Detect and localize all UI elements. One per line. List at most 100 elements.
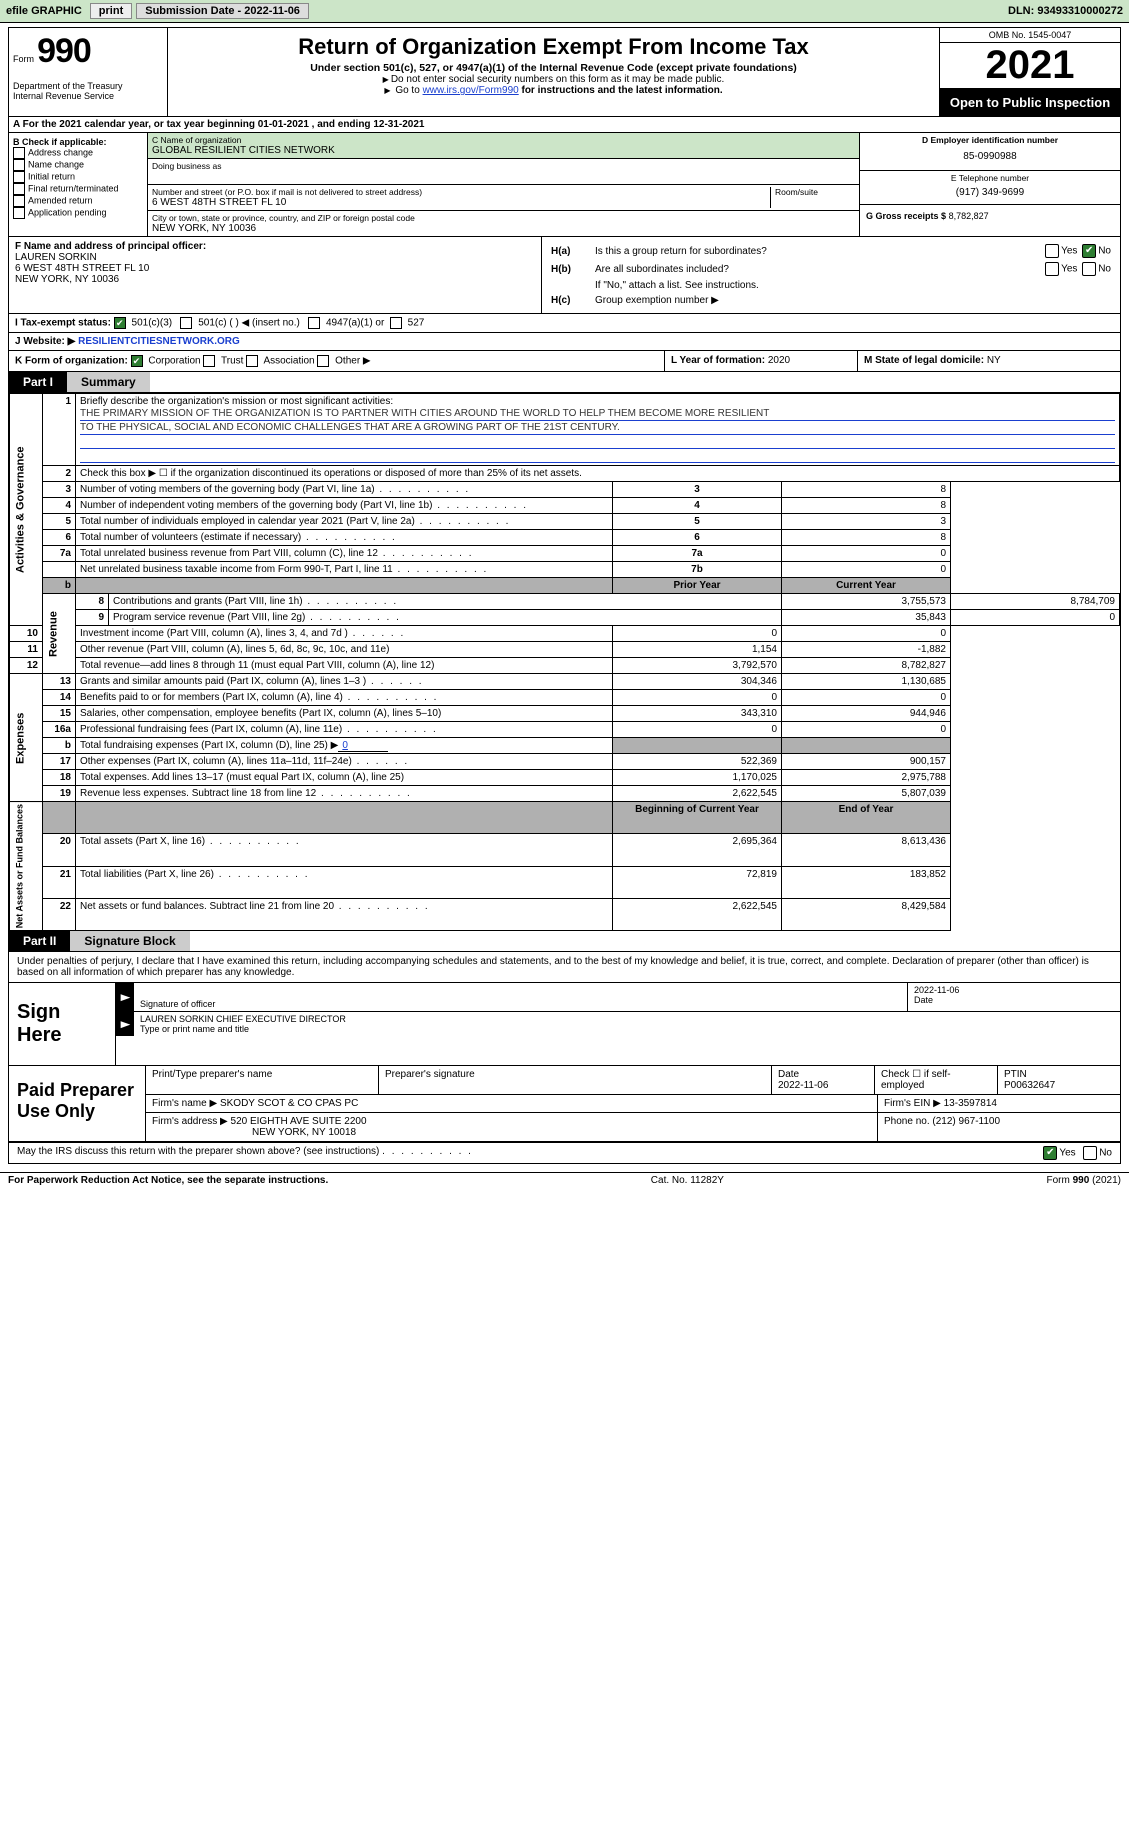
line-17: Other expenses (Part IX, column (A), lin… (76, 754, 613, 770)
cur-16a: 0 (782, 722, 951, 738)
b-opt-0: Address change (28, 147, 93, 157)
i-label: I Tax-exempt status: (15, 318, 111, 329)
line-4: Number of independent voting members of … (76, 498, 613, 514)
line-19: Revenue less expenses. Subtract line 18 … (76, 786, 613, 802)
line-7b: Net unrelated business taxable income fr… (76, 562, 613, 578)
i-opt-0: 501(c)(3) (132, 318, 173, 329)
addr-label: Number and street (or P.O. box if mail i… (152, 187, 770, 197)
hb-no[interactable] (1082, 262, 1096, 276)
irs-link[interactable]: www.irs.gov/Form990 (423, 85, 519, 96)
cur-22: 8,429,584 (782, 898, 951, 930)
website-link[interactable]: RESILIENTCITIESNETWORK.ORG (78, 336, 240, 347)
check-trust[interactable] (203, 355, 215, 367)
line-13: Grants and similar amounts paid (Part IX… (76, 674, 613, 690)
row-fh: F Name and address of principal officer:… (9, 237, 1120, 314)
line-14: Benefits paid to or for members (Part IX… (76, 690, 613, 706)
k-opt-1: Trust (221, 356, 243, 367)
line-6: Total number of volunteers (estimate if … (76, 530, 613, 546)
year-box: OMB No. 1545-0047 2021 Open to Public In… (940, 28, 1120, 116)
prior-10: 0 (613, 626, 782, 642)
form-container: Form 990 Department of the Treasury Inte… (8, 27, 1121, 1164)
prep-name-label: Print/Type preparer's name (146, 1066, 379, 1094)
check-527[interactable] (390, 317, 402, 329)
beg-year-header: Beginning of Current Year (613, 802, 782, 834)
paid-label: Paid Preparer Use Only (9, 1066, 145, 1141)
line-18: Total expenses. Add lines 13–17 (must eq… (76, 770, 613, 786)
k-opt-2: Association (263, 356, 314, 367)
line-8: Contributions and grants (Part VIII, lin… (109, 594, 782, 610)
print-button[interactable]: print (90, 3, 132, 19)
prior-22: 2,622,545 (613, 898, 782, 930)
hb-yes[interactable] (1045, 262, 1059, 276)
checkbox-initial-return[interactable] (13, 171, 25, 183)
sig-officer-label: Signature of officer (140, 999, 215, 1009)
officer-addr2: NEW YORK, NY 10036 (15, 274, 119, 285)
check-501c3[interactable] (114, 317, 126, 329)
pra-notice: For Paperwork Reduction Act Notice, see … (8, 1175, 328, 1186)
firm-phone-label: Phone no. (884, 1116, 930, 1127)
dln: DLN: 93493310000272 (1002, 5, 1129, 17)
part1-num: Part I (9, 372, 67, 392)
sig-date: 2022-11-06 (914, 985, 959, 995)
check-501c[interactable] (180, 317, 192, 329)
checkbox-app-pending[interactable] (13, 207, 25, 219)
line-9: Program service revenue (Part VIII, line… (109, 610, 782, 626)
checkbox-name-change[interactable] (13, 159, 25, 171)
firm-ein-label: Firm's EIN ▶ (884, 1098, 941, 1109)
omb-number: OMB No. 1545-0047 (940, 28, 1120, 43)
cur-20: 8,613,436 (782, 834, 951, 866)
prior-16a: 0 (613, 722, 782, 738)
val-3: 8 (782, 482, 951, 498)
j-label: J Website: ▶ (15, 336, 75, 347)
side-nfb: Net Assets or Fund Balances (10, 802, 43, 931)
firm-name-label: Firm's name ▶ (152, 1098, 217, 1109)
b-opt-5: Application pending (28, 207, 107, 217)
ein-value: 85-0990988 (864, 145, 1116, 168)
ein-label: D Employer identification number (864, 135, 1116, 145)
h-box: H(a)Is this a group return for subordina… (542, 237, 1120, 313)
checkbox-amended[interactable] (13, 195, 25, 207)
title-box: Return of Organization Exempt From Incom… (168, 28, 940, 116)
ha-no[interactable] (1082, 244, 1096, 258)
side-rev: Revenue (43, 594, 76, 674)
line-16b: Total fundraising expenses (Part IX, col… (76, 738, 613, 754)
check-assoc[interactable] (246, 355, 258, 367)
hc-label: Group exemption number ▶ (594, 294, 1112, 307)
irs-yes[interactable] (1043, 1146, 1057, 1160)
checkbox-final-return[interactable] (13, 183, 25, 195)
org-name-label: C Name of organization (152, 135, 855, 145)
self-employed-check[interactable]: Check ☐ if self-employed (875, 1066, 998, 1094)
check-4947[interactable] (308, 317, 320, 329)
gross-label: G Gross receipts $ (866, 211, 946, 221)
current-year-header: Current Year (782, 578, 951, 594)
line-20: Total assets (Part X, line 16) (76, 834, 613, 866)
perjury-text: Under penalties of perjury, I declare th… (9, 952, 1120, 982)
tax-year: 2021 (940, 43, 1120, 89)
firm-addr2: NEW YORK, NY 10018 (252, 1127, 356, 1138)
checkbox-address-change[interactable] (13, 147, 25, 159)
firm-addr-label: Firm's address ▶ (152, 1116, 228, 1127)
room-label: Room/suite (775, 187, 855, 197)
open-public-badge: Open to Public Inspection (940, 89, 1120, 116)
check-corp[interactable] (131, 355, 143, 367)
b-opt-1: Name change (28, 159, 84, 169)
val-5: 3 (782, 514, 951, 530)
line-5: Total number of individuals employed in … (76, 514, 613, 530)
year-formation: 2020 (768, 355, 790, 366)
f-label: F Name and address of principal officer: (15, 241, 206, 252)
efile-label: efile GRAPHIC (0, 5, 88, 17)
cur-12: 8,782,827 (782, 658, 951, 674)
h-note: If "No," attach a list. See instructions… (594, 279, 1112, 292)
ha-yes[interactable] (1045, 244, 1059, 258)
col-c: C Name of organization GLOBAL RESILIENT … (148, 133, 860, 236)
check-other[interactable] (317, 355, 329, 367)
cur-11: -1,882 (782, 642, 951, 658)
cur-9: 0 (951, 610, 1120, 626)
goto-pre: Go to (395, 85, 422, 96)
tel-value: (917) 349-9699 (864, 183, 1116, 202)
summary-table: Activities & Governance 1 Briefly descri… (9, 393, 1120, 931)
line-10: Investment income (Part VIII, column (A)… (76, 626, 613, 642)
irs-no[interactable] (1083, 1146, 1097, 1160)
end-year-header: End of Year (782, 802, 951, 834)
arrow-icon (116, 983, 134, 1011)
